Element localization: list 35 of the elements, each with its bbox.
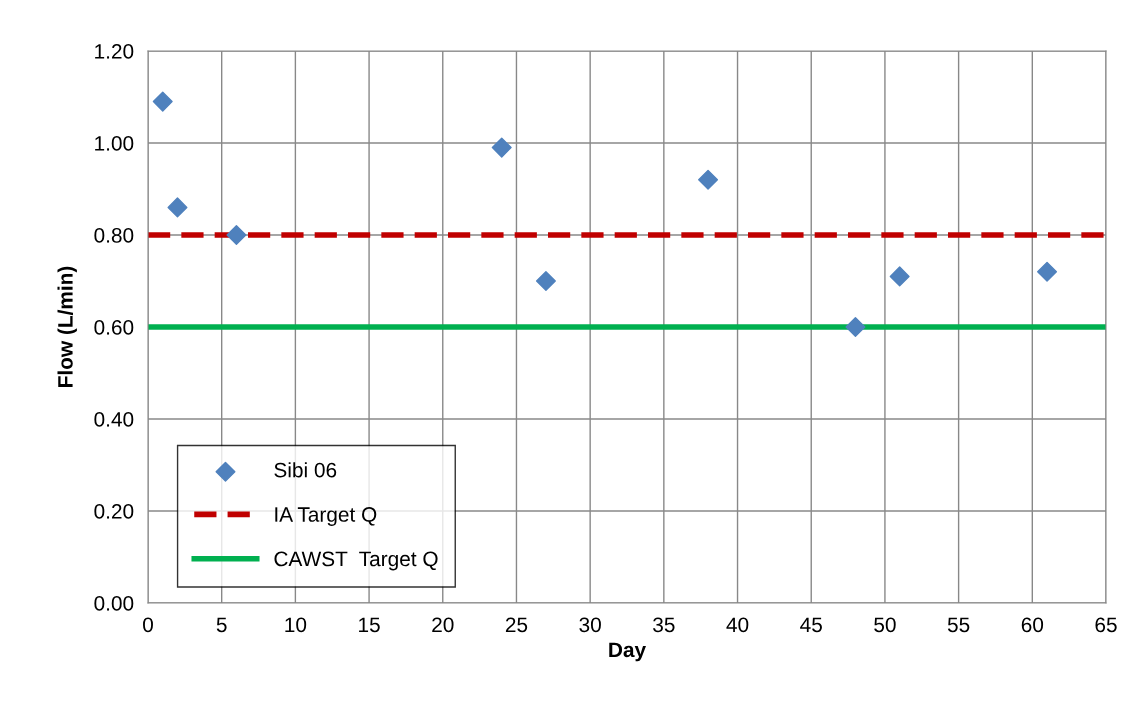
x-tick-label: 20 — [432, 617, 454, 633]
x-tick-label: 30 — [579, 617, 601, 633]
point — [152, 91, 173, 112]
x-tick-label: 0 — [143, 617, 153, 633]
point — [845, 316, 866, 338]
point — [889, 266, 910, 287]
legend-label: IA Target Q — [275, 507, 377, 526]
point — [535, 270, 556, 292]
point — [491, 137, 512, 158]
point — [1037, 261, 1058, 282]
x-tick-label: 60 — [1021, 617, 1044, 633]
x-tick-label: 50 — [874, 617, 896, 633]
x-tick-label: 45 — [800, 617, 822, 633]
x-tick-label: 5 — [216, 617, 227, 633]
point — [698, 169, 719, 190]
y-axis-title: Flow (L/min) — [57, 266, 77, 387]
legend-label: CAWST Target Q — [274, 551, 438, 571]
x-axis-title: Day — [609, 642, 646, 662]
y-tick-label: 0.80 — [94, 228, 134, 243]
x-tick-label: 65 — [1095, 617, 1117, 633]
y-tick-label: 0.20 — [94, 504, 134, 519]
y-tick-label: 1.20 — [95, 44, 134, 59]
y-tick-label: 0.60 — [94, 320, 134, 335]
point — [167, 197, 188, 218]
legend-label: Sibi 06 — [274, 462, 337, 478]
point — [226, 224, 247, 246]
x-tick-label: 35 — [653, 617, 675, 633]
y-tick-label: 1.00 — [95, 136, 134, 151]
x-tick-label: 10 — [285, 617, 307, 633]
x-tick-label: 25 — [505, 617, 528, 633]
x-tick-label: 15 — [359, 617, 380, 633]
y-tick-label: 0.00 — [94, 596, 134, 611]
y-tick-label: 0.40 — [94, 412, 134, 427]
x-tick-label: 55 — [947, 617, 970, 633]
x-tick-label: 40 — [726, 617, 749, 633]
